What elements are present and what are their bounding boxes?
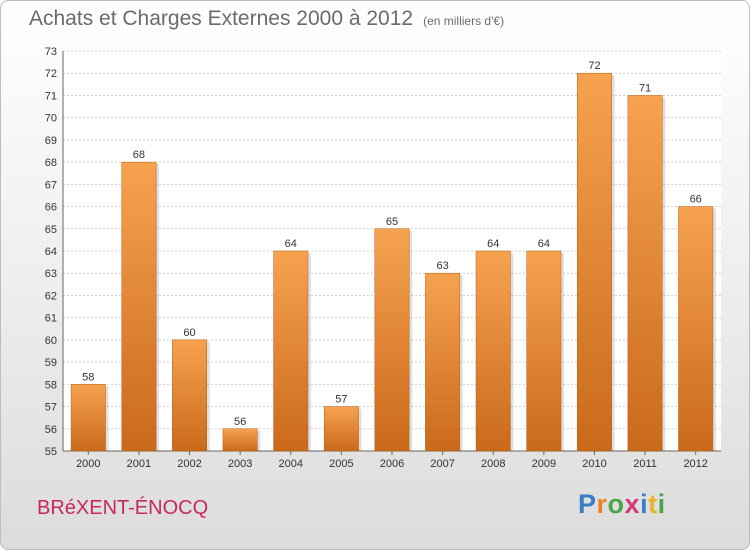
- x-tick-label-2000: 2000: [76, 458, 100, 470]
- logo-letter: P: [578, 489, 597, 519]
- y-tick-label: 55: [45, 446, 57, 458]
- value-label-2004: 64: [285, 238, 297, 250]
- chart-title-text: Achats et Charges Externes 2000 à 2012: [29, 7, 414, 30]
- y-tick-label: 60: [45, 335, 57, 347]
- y-tick-label: 68: [45, 157, 57, 169]
- bar-2005: [323, 406, 359, 452]
- y-tick-label: 56: [45, 424, 57, 436]
- y-tick-label: 73: [45, 46, 57, 58]
- value-label-2003: 56: [234, 416, 246, 428]
- value-label-2007: 63: [436, 260, 448, 272]
- bar-2012: [678, 206, 714, 452]
- x-tick-label-2009: 2009: [532, 458, 556, 470]
- bar-2007: [425, 272, 461, 452]
- value-label-2011: 71: [639, 82, 651, 94]
- x-tick-label-2008: 2008: [481, 458, 505, 470]
- bar-2001: [121, 161, 157, 452]
- value-label-2000: 58: [82, 371, 94, 383]
- y-tick-label: 59: [45, 357, 57, 369]
- x-tick-label-2006: 2006: [380, 458, 404, 470]
- logo-letter: t: [648, 489, 658, 519]
- bar-2003: [222, 428, 258, 452]
- x-tick-label-2007: 2007: [430, 458, 454, 470]
- x-tick-label-2003: 2003: [228, 458, 252, 470]
- y-tick-label: 65: [45, 224, 57, 236]
- bar-2010: [577, 72, 612, 452]
- axis-layer: 55 56 57 58 59 60 61 62 63 64 65 66 67 68 69 70 71 72 73 20…: [45, 46, 721, 470]
- bar-2000: [70, 384, 106, 452]
- bars-layer: [70, 72, 716, 452]
- value-label-2008: 64: [487, 238, 499, 250]
- y-tick-label: 62: [45, 290, 57, 302]
- y-tick-label: 72: [45, 68, 57, 80]
- y-tick-label: 63: [45, 268, 57, 280]
- bar-2009: [526, 250, 562, 452]
- x-tick-label-2012: 2012: [683, 458, 707, 470]
- x-tick-label-2002: 2002: [177, 458, 201, 470]
- x-tick-label-2001: 2001: [127, 458, 151, 470]
- y-tick-label: 61: [45, 313, 57, 325]
- bar-2006: [374, 228, 410, 452]
- chart-title: Achats et Charges Externes 2000 à 2012 (e…: [29, 7, 504, 31]
- value-label-2009: 64: [538, 238, 550, 250]
- logo-letter: o: [607, 489, 625, 519]
- chart-subtitle: (en milliers d'€): [423, 14, 505, 28]
- logo-letter: r: [596, 489, 608, 519]
- x-tick-label-2011: 2011: [633, 458, 657, 470]
- value-label-2010: 72: [588, 60, 600, 72]
- proxiti-logo: Proxiti: [578, 489, 666, 520]
- y-tick-label: 67: [45, 179, 57, 191]
- value-label-2005: 57: [335, 394, 347, 406]
- x-tick-label-2010: 2010: [582, 458, 606, 470]
- logo-letter: x: [624, 489, 641, 519]
- y-tick-label: 66: [45, 202, 57, 214]
- value-label-2002: 60: [183, 327, 195, 339]
- y-tick-label: 58: [45, 379, 57, 391]
- y-tick-label: 69: [45, 135, 57, 147]
- logo-letter: i: [640, 489, 649, 519]
- bar-2008: [475, 250, 511, 452]
- y-tick-label: 70: [45, 113, 57, 125]
- x-tick-label-2005: 2005: [329, 458, 353, 470]
- bar-2011: [627, 95, 663, 452]
- value-label-2001: 68: [133, 149, 145, 161]
- city-name: BRéXENT-ÉNOCQ: [37, 497, 209, 519]
- y-tick-label: 71: [45, 90, 57, 102]
- bar-2004: [273, 250, 309, 452]
- logo-letter: i: [657, 489, 666, 519]
- y-tick-label: 57: [45, 402, 57, 414]
- x-tick-label-2004: 2004: [279, 458, 303, 470]
- y-tick-label: 64: [45, 246, 57, 258]
- value-label-2012: 66: [690, 194, 702, 206]
- value-label-2006: 65: [386, 216, 398, 228]
- bar-2002: [172, 339, 207, 452]
- labels-layer: 58 68 60 56 64 57 65 63 64 64 72 71 66: [82, 60, 702, 428]
